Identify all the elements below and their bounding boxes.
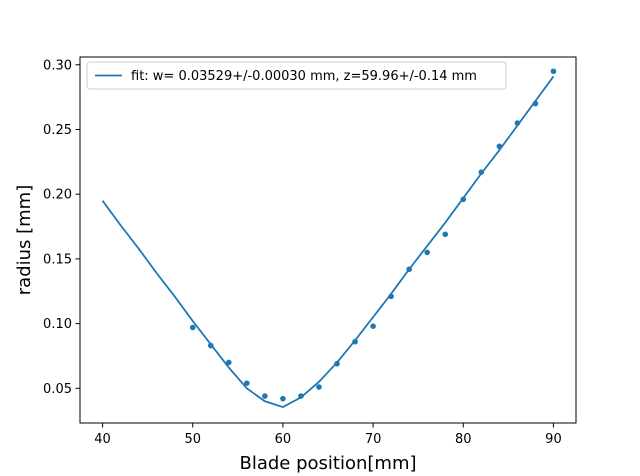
data-point [226,359,232,366]
data-point [424,249,431,256]
data-point [442,231,449,238]
x-tick-label: 70 [365,432,382,447]
data-point [478,169,485,175]
y-tick-label: 0.25 [43,123,72,138]
y-tick-label: 0.20 [43,188,72,203]
data-point [496,143,503,150]
data-point [262,393,268,399]
data-point [532,100,539,107]
data-point [370,323,376,329]
x-tick-label: 80 [455,432,472,447]
plot-area [101,68,557,409]
y-axis-label: radius [mm] [14,185,35,295]
x-tick-label: 40 [94,432,111,447]
y-axis: 0.05 0.10 0.15 0.20 0.25 0.30 [43,58,80,397]
x-axis-label: Blade position[mm] [239,453,416,474]
legend: fit: w= 0.03529+/-0.00030 mm, z=59.96+/-… [86,61,507,90]
x-tick-label: 90 [545,432,562,447]
data-point [280,395,286,402]
x-tick-label: 60 [275,432,292,447]
legend-box [86,61,507,90]
y-tick-label: 0.10 [43,317,72,332]
axes-frame [79,56,577,424]
legend-label: fit: w= 0.03529+/-0.00030 mm, z=59.96+/-… [131,69,477,84]
data-point [352,338,358,345]
data-point [316,384,322,390]
data-point [207,342,214,349]
data-point [298,393,304,399]
x-tick-label: 50 [184,432,201,447]
y-tick-label: 0.05 [43,382,72,397]
data-point [550,68,557,75]
data-point [406,266,412,273]
y-tick-label: 0.15 [43,252,72,267]
x-axis: 40 50 60 70 80 90 [94,423,562,447]
data-point [189,324,196,331]
data-point [460,196,467,203]
y-tick-label: 0.30 [43,58,72,73]
data-point [244,380,250,386]
data-point [388,293,394,300]
data-point [334,360,340,367]
data-point [514,120,521,126]
fit-line [101,75,555,409]
